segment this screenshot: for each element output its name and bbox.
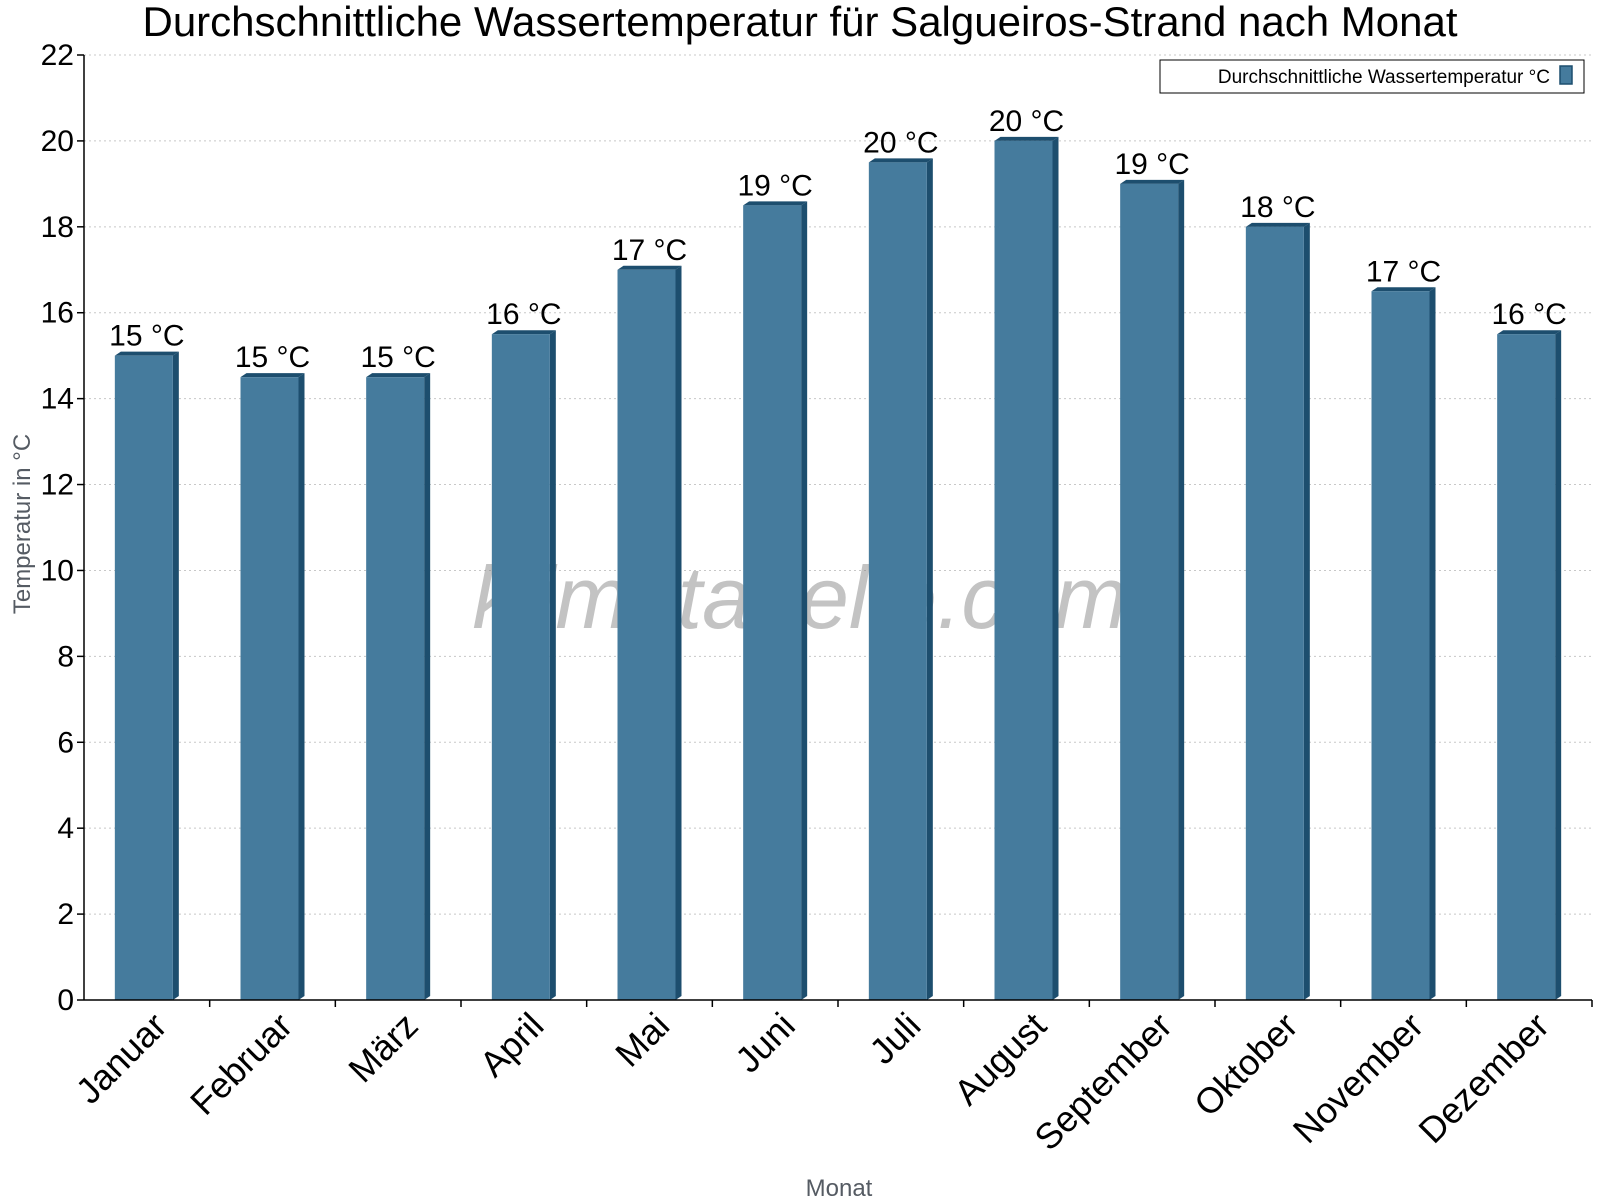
y-tick-label: 4 (57, 812, 74, 845)
bars (114, 136, 1562, 1001)
bar-top (994, 136, 1059, 141)
axes (83, 55, 1592, 1001)
bar-top (1497, 330, 1562, 335)
bar-value-label: 15 °C (109, 320, 184, 353)
x-tick-label: Januar (68, 1005, 175, 1112)
bar (1245, 222, 1310, 1000)
bar-side (172, 351, 179, 1000)
x-axis-ticks: Januar Februar März April Mai Juni Juli AugustS… (68, 1000, 1593, 1159)
bar-side (1303, 222, 1310, 1000)
x-tick-label: Oktober (1186, 1005, 1306, 1125)
bar-face (240, 377, 299, 1001)
bar (1120, 179, 1185, 1000)
bar (240, 373, 305, 1001)
bar (1497, 330, 1562, 1000)
bar-side (675, 265, 682, 1001)
bar-side (298, 373, 305, 1001)
bar-top (1371, 287, 1436, 292)
y-tick-label: 0 (57, 984, 74, 1017)
bar-top (240, 373, 305, 378)
bar-face (868, 162, 927, 1001)
y-tick-label: 14 (41, 383, 74, 416)
legend: Durchschnittliche Wassertemperatur °C (1159, 59, 1585, 94)
bar-face (366, 377, 425, 1001)
bar (617, 265, 682, 1001)
y-tick-label: 16 (41, 297, 74, 330)
x-tick-label: September (1026, 1005, 1180, 1159)
bar-top (868, 158, 933, 163)
bar-face (491, 334, 550, 1000)
bar-top (491, 330, 556, 335)
gridlines (84, 54, 1592, 915)
legend-swatch (1559, 65, 1573, 85)
bar-face (114, 355, 173, 1000)
x-tick-label: August (946, 1005, 1054, 1113)
bar-side (424, 373, 431, 1001)
x-axis-title: Monat (806, 1175, 873, 1200)
y-tick-label: 20 (41, 125, 74, 158)
bar-value-label: 19 °C (1114, 148, 1189, 181)
x-tick-label: Mai (607, 1005, 677, 1075)
x-tick-label: Juni (727, 1005, 803, 1081)
x-tick-label: November (1285, 1005, 1431, 1151)
bar-top (1120, 179, 1185, 184)
bar-side (1555, 330, 1562, 1000)
legend-label: Durchschnittliche Wassertemperatur °C (1218, 67, 1550, 88)
bar-top (617, 265, 682, 270)
bar (868, 158, 933, 1001)
bar-value-label: 16 °C (1491, 298, 1566, 331)
bar (1371, 287, 1436, 1000)
bar-side (926, 158, 933, 1001)
bar (743, 201, 808, 1000)
bar (994, 136, 1059, 1001)
bar-value-label: 19 °C (737, 169, 812, 202)
bar-side (549, 330, 556, 1000)
bar-face (994, 140, 1053, 1001)
bar-value-label: 17 °C (612, 234, 687, 267)
bar-value-label: 20 °C (863, 126, 938, 159)
y-tick-label: 18 (41, 211, 74, 244)
y-tick-label: 6 (57, 726, 74, 759)
bar-top (1245, 222, 1310, 227)
bar-side (801, 201, 808, 1000)
bar-value-label: 18 °C (1240, 191, 1315, 224)
x-tick-label: April (472, 1005, 552, 1085)
bar-side (1429, 287, 1436, 1000)
y-tick-label: 2 (57, 898, 74, 931)
y-tick-label: 22 (41, 39, 74, 72)
bar-face (1497, 334, 1556, 1000)
bar-top (114, 351, 179, 356)
bar (491, 330, 556, 1000)
bar-value-label: 15 °C (235, 341, 310, 374)
value-labels: 15 °C 15 °C 15 °C 16 °C 17 °C 19 °C 20 °C 20 °C… (109, 105, 1567, 374)
bar-value-label: 16 °C (486, 298, 561, 331)
bar-face (743, 205, 802, 1000)
bar-side (1052, 136, 1059, 1001)
bar-top (743, 201, 808, 206)
bar-face (617, 269, 676, 1001)
y-axis-ticks: 0 2 4 6 8 10 12 14 16 18 20 22 (41, 39, 84, 1017)
bar (114, 351, 179, 1000)
legend-box (1159, 59, 1585, 94)
y-tick-label: 12 (41, 469, 74, 502)
x-tick-label: Juli (861, 1005, 928, 1072)
bar-face (1120, 183, 1179, 1000)
bar-side (1178, 179, 1185, 1000)
y-tick-label: 8 (57, 640, 74, 673)
bar-face (1371, 291, 1430, 1000)
y-axis-title: Temperatur in °C (9, 434, 36, 614)
bar-face (1245, 226, 1304, 1000)
bar-top (366, 373, 431, 378)
x-tick-label: Februar (182, 1005, 300, 1123)
x-tick-label: Dezember (1410, 1005, 1556, 1151)
bar-value-label: 20 °C (989, 105, 1064, 138)
chart-title: Durchschnittliche Wassertemperatur für S… (142, 0, 1457, 45)
x-tick-label: März (340, 1005, 426, 1091)
bar-value-label: 17 °C (1366, 255, 1441, 288)
y-tick-label: 10 (41, 554, 74, 587)
bar (366, 373, 431, 1001)
bar-value-label: 15 °C (360, 341, 435, 374)
